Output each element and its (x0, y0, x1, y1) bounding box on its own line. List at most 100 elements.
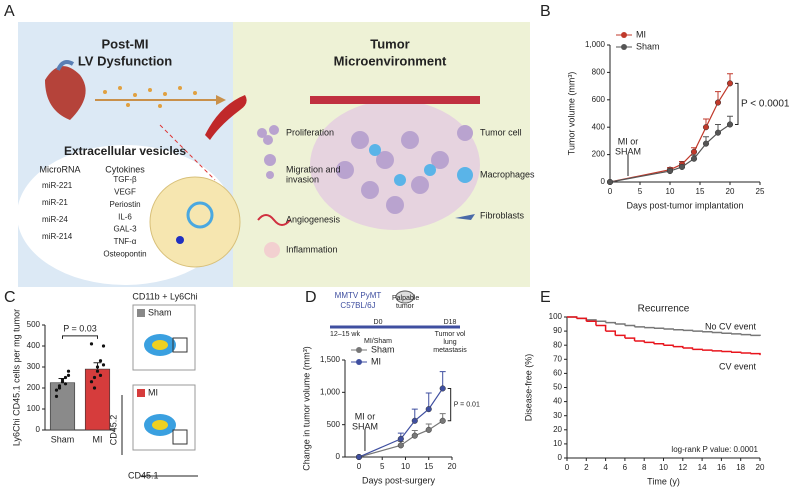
process-label: Inflammation (286, 244, 338, 254)
y-tick-label: 0 (336, 452, 341, 461)
y-axis-label: Ly6Chi CD45.1 cells per mg tumor (11, 309, 21, 446)
data-point (63, 382, 68, 386)
km-step (644, 326, 655, 329)
x-axis-label: Time (y) (647, 476, 680, 486)
km-step (663, 328, 674, 330)
x-tick-label: Sham (51, 434, 75, 444)
macrophages (369, 144, 436, 186)
timeline-text: D18 (444, 319, 457, 326)
vesicle-dots (103, 86, 197, 108)
y-tick-label: 60 (553, 369, 562, 378)
data-point (92, 375, 97, 380)
timeline-text: C57BL/6J (340, 301, 375, 310)
km-step (624, 324, 636, 327)
zoom-line (159, 124, 216, 181)
ev-cargo (176, 236, 184, 244)
mirna: miR-21 (42, 198, 68, 207)
x-tick-label: 6 (623, 463, 628, 472)
legend-label: MI (636, 29, 646, 39)
timeline-text: metastasis (433, 347, 467, 354)
km-step (702, 349, 713, 351)
process-icons (257, 125, 279, 179)
timeline-text: tumor (396, 303, 415, 310)
x-tick-label: 25 (756, 187, 765, 196)
y-tick-label: 90 (553, 326, 562, 335)
y-tick-label: 400 (27, 341, 41, 350)
y-tick-label: 20 (553, 425, 562, 434)
annotation: log-rank P value: 0.0001 (671, 445, 758, 454)
timeline-text: MMTV PyMT (335, 291, 382, 300)
km-step (692, 348, 703, 351)
km-step (740, 333, 752, 336)
bracket (735, 82, 739, 125)
angiogenesis-icon (257, 214, 291, 226)
data-point (95, 365, 100, 369)
y-tick-label: 400 (592, 122, 606, 131)
annotation: P = 0.03 (63, 323, 97, 333)
legend-label: Macrophages (480, 169, 535, 179)
cytokine: Periostin (109, 200, 140, 209)
y-tick-label: 100 (549, 312, 563, 321)
annotation: P < 0.0001 (741, 99, 790, 110)
flow-axis-label: CD45.1 (128, 470, 159, 480)
x-axis-label: Days post-surgery (362, 475, 436, 485)
cytokine: GAL-3 (113, 225, 137, 234)
y-tick-label: 200 (27, 383, 41, 392)
data-point (66, 369, 71, 373)
y-axis-label: Disease-free (%) (523, 354, 533, 422)
data-point (95, 369, 100, 373)
y-tick-label: 40 (553, 397, 562, 406)
legend-label: Sham (636, 41, 660, 51)
x-tick-label: 12 (678, 463, 687, 472)
km-step (721, 350, 732, 353)
x-tick-label: 20 (448, 462, 457, 471)
km-step (653, 343, 665, 346)
legend-label: Tumor cell (480, 127, 522, 137)
bar (49, 382, 76, 431)
data-point (98, 373, 103, 377)
cytokine: TGF-β (113, 175, 137, 184)
legend-label: Fibroblasts (480, 210, 525, 220)
y-tick-label: 1,000 (585, 40, 606, 49)
legend-fibroblast (455, 214, 475, 220)
km-step (634, 340, 645, 343)
point (714, 99, 722, 106)
x-tick-label: 0 (608, 187, 613, 196)
flow-swatch (137, 389, 145, 397)
data-point (98, 359, 103, 363)
x-tick-label: 0 (357, 462, 362, 471)
bracket (447, 387, 452, 422)
panel-label: D (305, 289, 317, 306)
x-tick-label: 5 (380, 462, 385, 471)
km-step (605, 321, 616, 325)
diagram-title: Post-MI (102, 36, 149, 51)
flow-density (152, 340, 168, 350)
point (606, 178, 614, 186)
tumor-icon (310, 100, 480, 230)
point (397, 435, 404, 442)
process-label: invasion (286, 174, 319, 184)
annotation: P = 0.01 (454, 401, 480, 408)
point (726, 121, 734, 128)
heart-vessel (56, 60, 75, 71)
ev-cargo (186, 201, 214, 229)
data-point (101, 363, 106, 367)
x-tick-label: 8 (642, 463, 647, 472)
timeline-text: D0 (374, 319, 383, 326)
x-tick-label: 15 (424, 462, 433, 471)
y-tick-label: 500 (27, 320, 41, 329)
point (726, 80, 734, 87)
process-label: Proliferation (286, 127, 334, 137)
data-point (66, 373, 71, 377)
flow-swatch (137, 309, 145, 317)
column-header: MicroRNA (39, 164, 80, 174)
point (411, 432, 418, 439)
y-tick-label: 1,500 (320, 355, 341, 364)
series-label: CV event (719, 361, 757, 371)
timeline-text: MI/Sham (364, 338, 392, 345)
panel-label: B (540, 3, 551, 20)
y-tick-label: 30 (553, 411, 562, 420)
point (702, 140, 710, 147)
arrow-label: MI or (355, 411, 376, 421)
